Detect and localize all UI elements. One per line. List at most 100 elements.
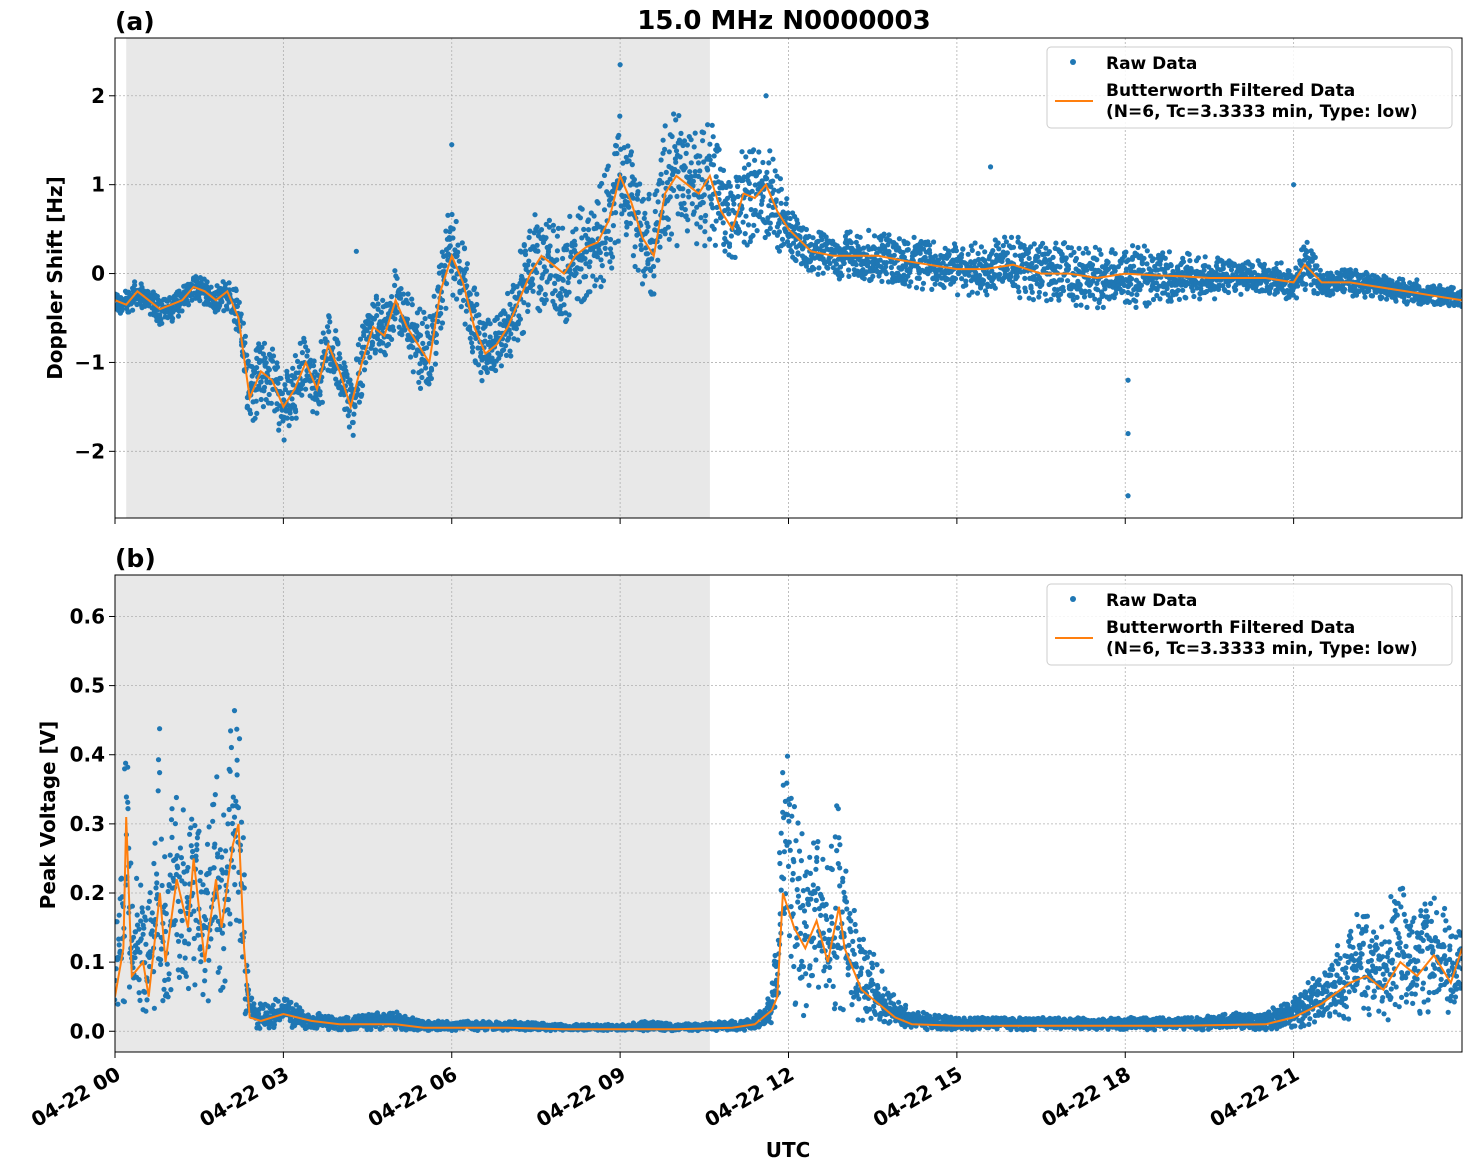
raw-data-point <box>816 265 822 271</box>
raw-data-point <box>1150 256 1157 262</box>
raw-data-point <box>305 348 311 354</box>
raw-data-point <box>663 169 669 175</box>
raw-data-point <box>195 932 201 938</box>
raw-data-point <box>624 199 631 205</box>
raw-data-point <box>952 276 959 282</box>
raw-data-point <box>1068 245 1074 251</box>
raw-data-point <box>233 798 239 804</box>
raw-data-point <box>756 214 763 220</box>
raw-data-point <box>284 415 290 421</box>
raw-data-point <box>453 218 459 225</box>
filtered-data-line <box>115 172 1462 411</box>
raw-data-point <box>442 263 448 269</box>
raw-data-point <box>1057 264 1063 270</box>
raw-data-point <box>825 265 831 271</box>
raw-data-point <box>906 283 912 289</box>
raw-data-point <box>1342 286 1348 292</box>
raw-data-point <box>155 788 161 794</box>
raw-data-point <box>1201 267 1207 273</box>
raw-data-point <box>292 375 298 381</box>
raw-data-point <box>430 317 436 323</box>
raw-data-point <box>399 332 405 338</box>
raw-data-point <box>787 215 793 222</box>
raw-data-point <box>1146 300 1152 306</box>
raw-data-point <box>667 194 673 200</box>
raw-data-point <box>417 385 424 391</box>
raw-data-point <box>432 361 438 367</box>
raw-data-point <box>790 240 797 246</box>
raw-data-point <box>327 319 333 325</box>
raw-data-point <box>408 354 414 360</box>
raw-data-point <box>1083 245 1089 252</box>
raw-data-point <box>941 284 947 290</box>
raw-data-point <box>475 325 481 331</box>
raw-data-point <box>218 877 224 883</box>
raw-data-point <box>1168 263 1174 269</box>
raw-data-point <box>310 363 317 369</box>
raw-data-point <box>751 222 757 228</box>
raw-data-point <box>935 257 942 263</box>
raw-data-point <box>1129 291 1135 297</box>
raw-data-point <box>1018 257 1024 263</box>
raw-data-point <box>290 365 296 371</box>
raw-data-point <box>707 157 713 163</box>
raw-data-point <box>1030 297 1036 303</box>
raw-data-point <box>152 840 158 846</box>
raw-data-point <box>290 382 296 388</box>
raw-data-point <box>1166 249 1172 255</box>
raw-data-point <box>1089 262 1096 268</box>
raw-data-point <box>1186 251 1192 257</box>
raw-data-point <box>463 308 469 314</box>
raw-data-point <box>724 201 731 207</box>
raw-data-point <box>679 212 685 218</box>
raw-data-point <box>293 415 299 421</box>
raw-data-point <box>622 193 628 199</box>
raw-data-point <box>394 309 400 315</box>
raw-data-point <box>380 325 386 331</box>
raw-data-point <box>130 934 137 940</box>
raw-data-point <box>227 921 233 927</box>
raw-data-point <box>1100 304 1106 310</box>
raw-data-point <box>275 380 281 386</box>
raw-data-point <box>404 316 411 322</box>
panel-a-y-axis-label: Doppler Shift [Hz] <box>43 176 67 380</box>
raw-data-point <box>748 207 754 213</box>
raw-data-point <box>1140 267 1146 273</box>
raw-data-point <box>749 188 755 194</box>
raw-data-point <box>767 225 773 231</box>
raw-data-point <box>392 282 398 288</box>
raw-data-point <box>134 875 140 882</box>
raw-data-point <box>1195 255 1201 261</box>
raw-data-point <box>137 949 143 955</box>
raw-data-point <box>1175 287 1181 293</box>
raw-data-point <box>286 423 292 429</box>
raw-data-point <box>158 961 164 968</box>
raw-data-point <box>136 926 142 932</box>
raw-data-point <box>184 894 190 901</box>
raw-data-point <box>202 967 208 974</box>
raw-data-point <box>634 196 641 202</box>
raw-data-point <box>1065 278 1071 284</box>
raw-data-point <box>1302 286 1308 293</box>
raw-data-point <box>182 955 188 961</box>
raw-data-point <box>234 757 240 763</box>
raw-data-point <box>1044 298 1050 304</box>
raw-data-point <box>746 162 752 168</box>
raw-data-point <box>450 226 456 232</box>
raw-data-point <box>1414 277 1420 283</box>
raw-data-point <box>815 271 821 277</box>
raw-data-point <box>623 154 629 160</box>
raw-data-point <box>541 264 547 270</box>
raw-data-point <box>471 285 478 291</box>
raw-data-point <box>176 974 182 981</box>
raw-data-point <box>174 853 180 859</box>
raw-data-point <box>138 918 144 924</box>
raw-data-point <box>191 908 197 914</box>
raw-data-outlier <box>1125 493 1131 499</box>
raw-data-point <box>1003 239 1010 245</box>
raw-data-point <box>274 364 281 370</box>
raw-data-point <box>635 209 641 216</box>
raw-data-point <box>969 247 975 253</box>
raw-data-point <box>1148 268 1154 274</box>
